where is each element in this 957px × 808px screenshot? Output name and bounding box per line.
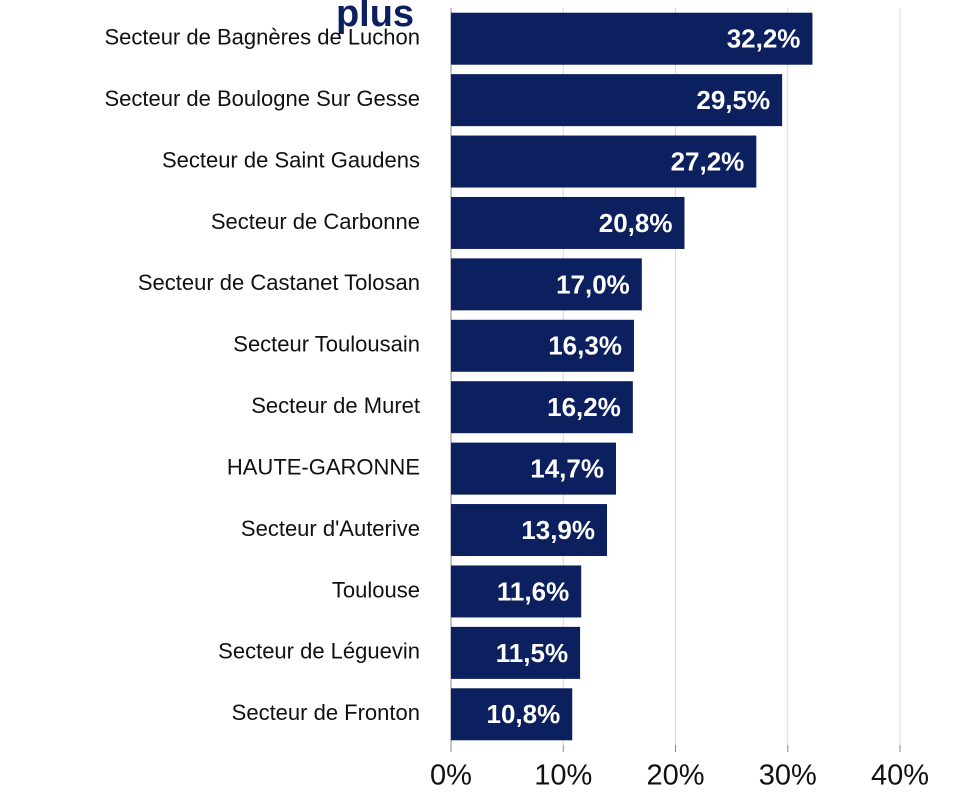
x-tick-label: 10% — [534, 760, 592, 792]
y-tick-label: Secteur de Carbonne — [211, 209, 420, 234]
y-tick-label: Secteur de Léguevin — [218, 639, 420, 664]
y-tick-label: Toulouse — [332, 577, 420, 602]
bar — [451, 504, 608, 557]
x-tick-label: 20% — [646, 760, 704, 792]
value-label: 17,0% — [556, 269, 630, 299]
y-tick-label: Secteur de Bagnères de Luchon — [104, 25, 420, 50]
y-tick-label: HAUTE-GARONNE — [227, 454, 420, 479]
bar — [451, 626, 581, 679]
y-tick-label: Secteur de Castanet Tolosan — [138, 270, 420, 295]
bar — [451, 319, 634, 372]
value-label: 11,5% — [496, 638, 568, 668]
bar — [451, 688, 573, 741]
bar — [451, 74, 783, 127]
value-label: 13,9% — [521, 515, 595, 545]
x-tick-label: 0% — [430, 760, 472, 792]
bar — [451, 442, 617, 495]
y-tick-label: Secteur d'Auterive — [241, 516, 420, 541]
y-tick-label: Secteur de Boulogne Sur Gesse — [104, 86, 420, 111]
y-tick-label: Secteur de Saint Gaudens — [162, 147, 420, 172]
bar — [451, 196, 685, 249]
bar — [451, 258, 642, 311]
value-label: 29,5% — [696, 85, 770, 115]
value-label: 14,7% — [530, 454, 604, 484]
value-label: 11,6% — [497, 576, 569, 606]
value-label: 16,3% — [548, 331, 622, 361]
value-label: 16,2% — [547, 392, 621, 422]
value-label: 20,8% — [599, 208, 673, 238]
value-label: 10,8% — [486, 699, 560, 729]
x-tick-label: 40% — [871, 760, 929, 792]
bar — [451, 12, 813, 65]
value-label: 27,2% — [671, 146, 745, 176]
chart-title: plus — [336, 0, 414, 35]
y-tick-label: Secteur Toulousain — [233, 332, 420, 357]
value-label: 32,2% — [727, 24, 801, 54]
y-tick-label: Secteur de Fronton — [232, 700, 420, 725]
bar — [451, 135, 757, 188]
bar — [451, 565, 582, 618]
x-tick-label: 30% — [759, 760, 817, 792]
bar — [451, 381, 633, 434]
y-tick-label: Secteur de Muret — [251, 393, 420, 418]
